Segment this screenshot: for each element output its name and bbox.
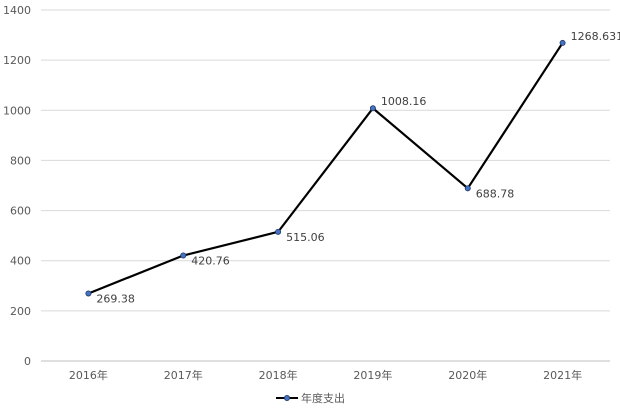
x-tick-label: 2017年 [164, 368, 203, 382]
series-line [88, 42, 564, 295]
y-tick-label: 800 [10, 154, 31, 167]
data-point [559, 39, 566, 46]
x-axis: 2016年 2017年 2018年 2019年 2020年 2021年 [69, 368, 582, 382]
x-tick-label: 2020年 [448, 368, 487, 382]
data-labels: 269.38 420.76 515.06 1008.16 688.78 1268.631 [96, 30, 620, 306]
legend-label: 年度支出 [301, 391, 345, 405]
y-tick-label: 1200 [3, 54, 31, 67]
y-tick-label: 1400 [3, 4, 31, 17]
data-label: 515.06 [286, 231, 325, 244]
data-label: 1268.631 [571, 30, 620, 43]
y-tick-label: 200 [10, 305, 31, 318]
x-tick-label: 2016年 [69, 368, 108, 382]
y-tick-label: 400 [10, 255, 31, 268]
legend-point-marker [283, 394, 290, 401]
x-tick-label: 2021年 [543, 368, 582, 382]
legend: 年度支出 [276, 391, 345, 405]
gridlines [41, 9, 610, 362]
data-point [464, 185, 471, 192]
x-tick-label: 2018年 [259, 368, 298, 382]
data-point [275, 228, 282, 235]
series-group [85, 39, 566, 297]
data-label: 1008.16 [381, 95, 427, 108]
data-point [369, 105, 376, 112]
data-label: 688.78 [476, 187, 515, 200]
x-tick-label: 2019年 [353, 368, 392, 382]
data-label: 420.76 [191, 255, 230, 268]
y-tick-label: 1000 [3, 104, 31, 117]
data-label: 269.38 [96, 292, 134, 305]
y-tick-label: 600 [10, 205, 31, 218]
y-axis: 0 200 400 600 800 1000 1200 1400 [3, 4, 31, 368]
y-tick-label: 0 [24, 355, 31, 368]
data-point [180, 252, 187, 259]
data-point [85, 290, 92, 297]
